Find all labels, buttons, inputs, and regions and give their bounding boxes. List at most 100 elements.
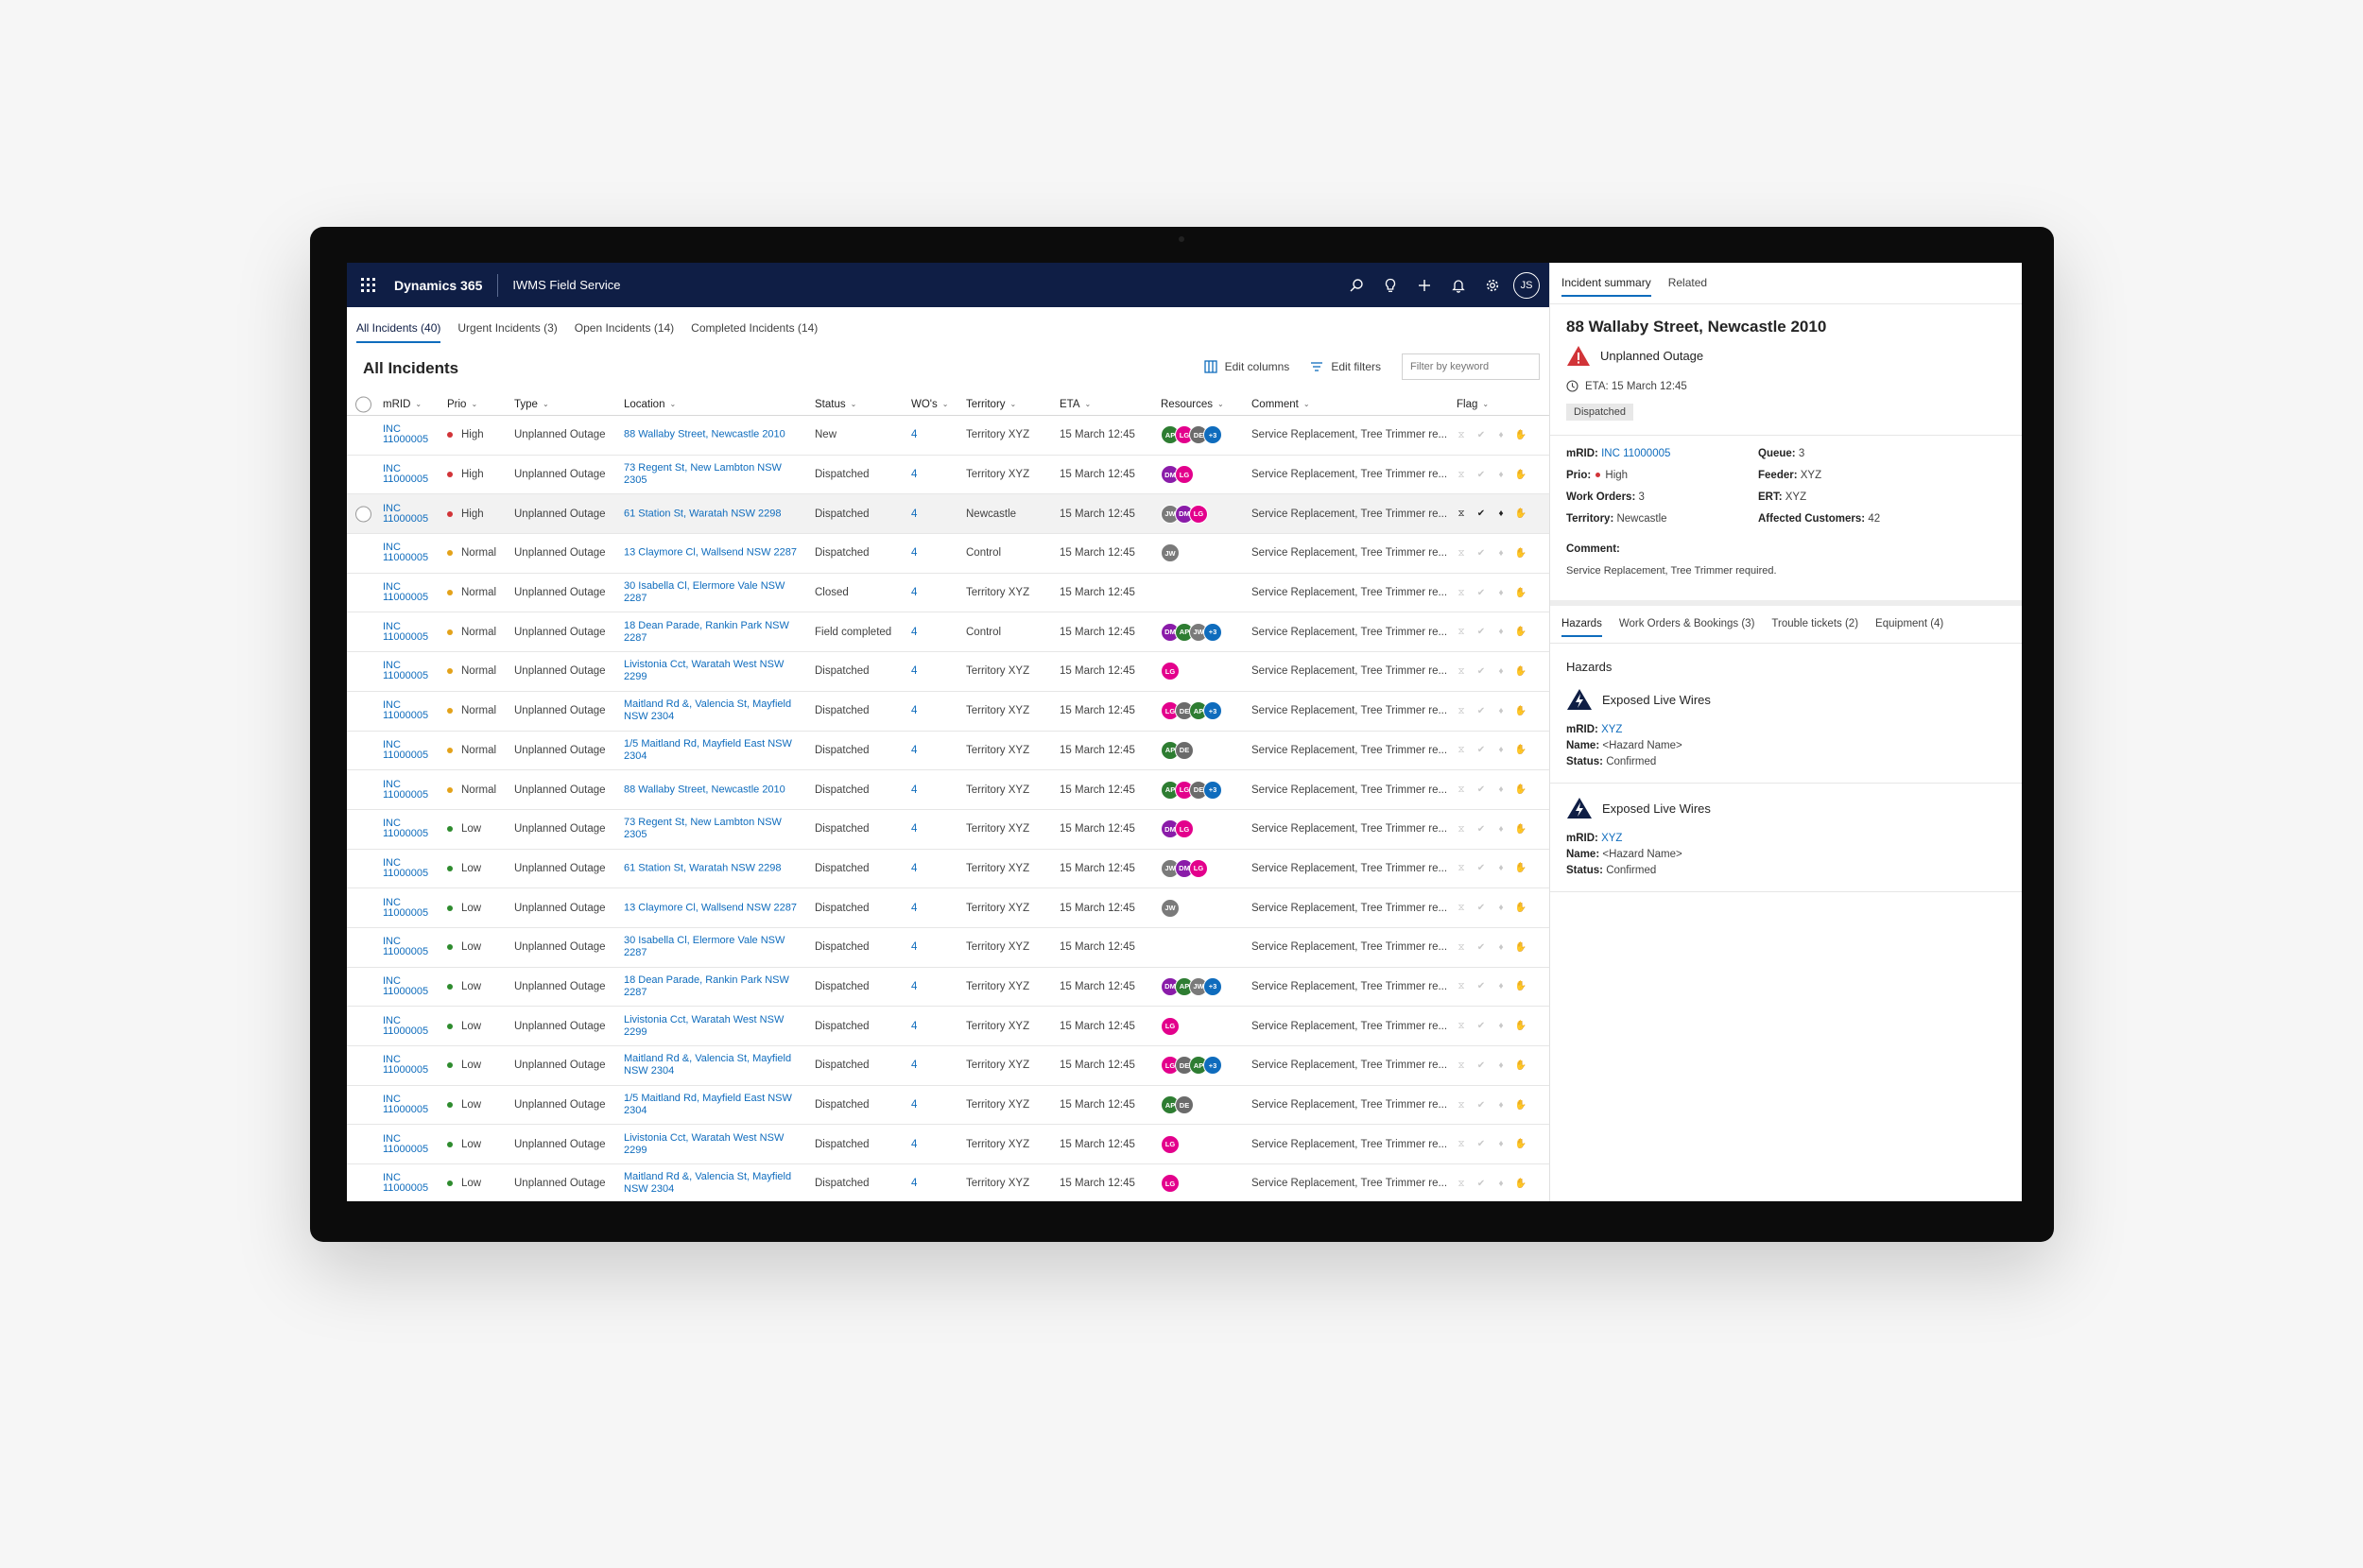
- tab-related-0[interactable]: Hazards: [1561, 614, 1602, 637]
- fire-icon[interactable]: ♦: [1498, 941, 1504, 953]
- hourglass-icon[interactable]: ⧖: [1457, 705, 1465, 716]
- fire-icon[interactable]: ♦: [1498, 1099, 1504, 1111]
- table-row[interactable]: INC 11000005 Low Unplanned Outage 1/5 Maitl…: [347, 1086, 1549, 1126]
- table-row[interactable]: INC 11000005 Low Unplanned Outage Livistoni…: [347, 1125, 1549, 1165]
- work-orders-link[interactable]: 4: [911, 626, 918, 638]
- work-orders-link[interactable]: 4: [911, 1138, 918, 1150]
- column-header-type[interactable]: Type ⌄: [514, 399, 549, 410]
- hourglass-icon[interactable]: ⧖: [1457, 745, 1465, 756]
- check-circle-icon[interactable]: ✔: [1476, 745, 1486, 756]
- brand-name[interactable]: Dynamics 365: [394, 277, 483, 293]
- table-row[interactable]: INC 11000005 Low Unplanned Outage Livistoni…: [347, 1007, 1549, 1046]
- location-link[interactable]: 73 Regent St, New Lambton NSW 2305: [624, 817, 782, 841]
- hourglass-icon[interactable]: ⧖: [1457, 469, 1465, 480]
- location-link[interactable]: 13 Claymore Cl, Wallsend NSW 2287: [624, 546, 797, 559]
- check-circle-icon[interactable]: ✔: [1476, 1099, 1486, 1111]
- fire-icon[interactable]: ♦: [1498, 627, 1504, 638]
- incident-id-link[interactable]: INC 11000005: [383, 502, 429, 525]
- hand-icon[interactable]: ✋: [1514, 665, 1527, 677]
- check-circle-icon[interactable]: ✔: [1476, 547, 1486, 559]
- table-row[interactable]: INC 11000005 Low Unplanned Outage 18 Dean P…: [347, 968, 1549, 1008]
- resource-avatar[interactable]: +3: [1203, 780, 1222, 800]
- fire-icon[interactable]: ♦: [1498, 903, 1504, 914]
- fire-icon[interactable]: ♦: [1498, 1178, 1504, 1189]
- hand-icon[interactable]: ✋: [1514, 547, 1527, 559]
- tab-panel-1[interactable]: Related: [1667, 276, 1708, 289]
- hand-icon[interactable]: ✋: [1514, 469, 1527, 480]
- work-orders-link[interactable]: 4: [911, 547, 918, 560]
- work-orders-link[interactable]: 4: [911, 587, 918, 599]
- incident-id-link[interactable]: INC 11000005: [383, 896, 429, 919]
- row-checkbox[interactable]: [355, 506, 371, 523]
- fire-icon[interactable]: ♦: [1498, 1060, 1504, 1071]
- column-header-mrid[interactable]: mRID ⌄: [383, 399, 422, 410]
- check-circle-icon[interactable]: ✔: [1476, 508, 1486, 520]
- hourglass-icon[interactable]: ⧖: [1457, 429, 1465, 440]
- location-link[interactable]: 18 Dean Parade, Rankin Park NSW 2287: [624, 974, 789, 998]
- work-orders-link[interactable]: 4: [911, 744, 918, 756]
- location-link[interactable]: Livistonia Cct, Waratah West NSW 2299: [624, 1131, 785, 1156]
- incident-id-link[interactable]: INC 11000005: [383, 699, 429, 722]
- table-row[interactable]: INC 11000005 Low Unplanned Outage 61 Statio…: [347, 850, 1549, 889]
- column-header-resources[interactable]: Resources ⌄: [1161, 399, 1224, 410]
- check-circle-icon[interactable]: ✔: [1476, 587, 1486, 598]
- table-row[interactable]: INC 11000005 Normal Unplanned Outage 88 Wal…: [347, 770, 1549, 810]
- work-orders-link[interactable]: 4: [911, 469, 918, 481]
- check-circle-icon[interactable]: ✔: [1476, 469, 1486, 480]
- check-circle-icon[interactable]: ✔: [1476, 981, 1486, 992]
- check-circle-icon[interactable]: ✔: [1476, 784, 1486, 796]
- work-orders-link[interactable]: 4: [911, 784, 918, 796]
- hourglass-icon[interactable]: ⧖: [1457, 665, 1465, 677]
- incident-id-link[interactable]: INC 11000005: [383, 1172, 429, 1195]
- tab-related-1[interactable]: Work Orders & Bookings (3): [1618, 618, 1755, 629]
- hand-icon[interactable]: ✋: [1514, 863, 1527, 874]
- hourglass-icon[interactable]: ⧖: [1457, 903, 1465, 914]
- fire-icon[interactable]: ♦: [1498, 508, 1504, 520]
- incident-id-link[interactable]: INC 11000005: [383, 581, 429, 604]
- hourglass-icon[interactable]: ⧖: [1457, 863, 1465, 874]
- column-header-status[interactable]: Status ⌄: [815, 399, 856, 410]
- table-row[interactable]: INC 11000005 Low Unplanned Outage Maitland …: [347, 1046, 1549, 1086]
- check-circle-icon[interactable]: ✔: [1476, 627, 1486, 638]
- hourglass-icon[interactable]: ⧖: [1457, 823, 1465, 835]
- hand-icon[interactable]: ✋: [1514, 1021, 1527, 1032]
- location-link[interactable]: Livistonia Cct, Waratah West NSW 2299: [624, 1013, 785, 1038]
- check-circle-icon[interactable]: ✔: [1476, 823, 1486, 835]
- add-button[interactable]: [1407, 263, 1441, 307]
- tab-view-0[interactable]: All Incidents (40): [356, 316, 441, 343]
- hand-icon[interactable]: ✋: [1514, 1099, 1527, 1111]
- fire-icon[interactable]: ♦: [1498, 665, 1504, 677]
- table-row[interactable]: INC 11000005 Normal Unplanned Outage 30 Isa…: [347, 574, 1549, 613]
- work-orders-link[interactable]: 4: [911, 429, 918, 441]
- location-link[interactable]: 1/5 Maitland Rd, Mayfield East NSW 2304: [624, 737, 792, 762]
- incident-id-link[interactable]: INC 11000005: [383, 423, 429, 446]
- location-link[interactable]: 61 Station St, Waratah NSW 2298: [624, 508, 782, 520]
- location-link[interactable]: 88 Wallaby Street, Newcastle 2010: [624, 428, 785, 440]
- table-row[interactable]: INC 11000005 Normal Unplanned Outage Maitla…: [347, 692, 1549, 732]
- resource-avatar[interactable]: LG: [1189, 504, 1208, 524]
- edit-columns-button[interactable]: Edit columns: [1203, 360, 1289, 373]
- incident-id-link[interactable]: INC 11000005: [383, 778, 429, 801]
- resource-avatar[interactable]: DE: [1175, 740, 1194, 760]
- resource-avatar[interactable]: DE: [1175, 1095, 1194, 1115]
- incident-id-link[interactable]: INC 11000005: [383, 463, 429, 486]
- fire-icon[interactable]: ♦: [1498, 1021, 1504, 1032]
- work-orders-link[interactable]: 4: [911, 665, 918, 678]
- select-all-checkbox[interactable]: [355, 396, 371, 412]
- location-link[interactable]: 88 Wallaby Street, Newcastle 2010: [624, 784, 785, 796]
- hand-icon[interactable]: ✋: [1514, 1060, 1527, 1071]
- hourglass-icon[interactable]: ⧖: [1457, 547, 1465, 559]
- incident-id-link[interactable]: INC 11000005: [383, 660, 429, 682]
- check-circle-icon[interactable]: ✔: [1476, 903, 1486, 914]
- hourglass-icon[interactable]: ⧖: [1457, 981, 1465, 992]
- resource-avatar[interactable]: LG: [1189, 858, 1208, 878]
- hourglass-icon[interactable]: ⧖: [1457, 508, 1465, 520]
- app-launcher-button[interactable]: [347, 263, 388, 307]
- location-link[interactable]: 30 Isabella Cl, Elermore Vale NSW 2287: [624, 935, 785, 959]
- work-orders-link[interactable]: 4: [911, 1060, 918, 1072]
- location-link[interactable]: Livistonia Cct, Waratah West NSW 2299: [624, 659, 785, 683]
- location-link[interactable]: Maitland Rd &, Valencia St, Mayfield NSW…: [624, 1053, 792, 1077]
- check-circle-icon[interactable]: ✔: [1476, 1021, 1486, 1032]
- incident-id-link[interactable]: INC 11000005: [383, 738, 429, 761]
- notifications-button[interactable]: [1441, 263, 1475, 307]
